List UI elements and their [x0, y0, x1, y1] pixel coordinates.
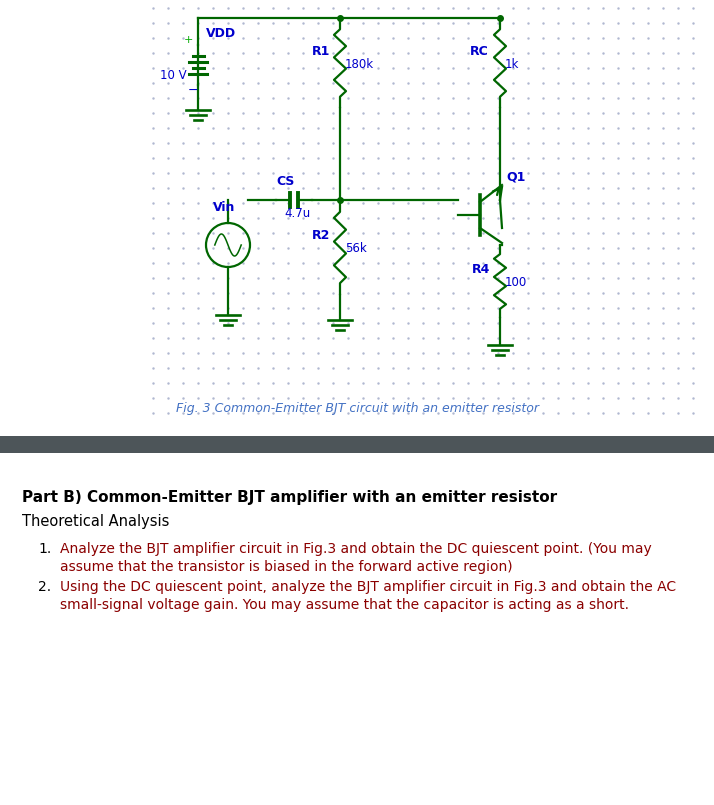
Text: CS: CS: [276, 175, 294, 188]
Text: 4.7u: 4.7u: [284, 207, 311, 220]
Text: 180k: 180k: [345, 58, 374, 71]
Text: small-signal voltage gain. You may assume that the capacitor is acting as a shor: small-signal voltage gain. You may assum…: [60, 598, 629, 612]
Text: R4: R4: [472, 263, 491, 276]
Text: Vin: Vin: [213, 201, 236, 214]
Text: 2.: 2.: [38, 580, 51, 594]
Text: 1k: 1k: [505, 58, 519, 71]
Text: 10 V: 10 V: [160, 68, 186, 81]
Text: 56k: 56k: [345, 242, 367, 255]
Text: VDD: VDD: [206, 27, 236, 39]
Text: +: +: [184, 35, 193, 45]
Text: −: −: [188, 84, 198, 97]
Text: Q1: Q1: [506, 170, 526, 183]
Text: 100: 100: [505, 276, 527, 289]
Text: Fig. 3 Common-Emitter BJT circuit with an emitter resistor: Fig. 3 Common-Emitter BJT circuit with a…: [176, 402, 538, 415]
Text: Part B) Common-Emitter BJT amplifier with an emitter resistor: Part B) Common-Emitter BJT amplifier wit…: [22, 490, 557, 505]
Text: RC: RC: [470, 45, 489, 58]
Text: Using the DC quiescent point, analyze the BJT amplifier circuit in Fig.3 and obt: Using the DC quiescent point, analyze th…: [60, 580, 676, 594]
Text: R2: R2: [312, 229, 331, 242]
Text: R1: R1: [312, 45, 331, 58]
Text: 1.: 1.: [38, 542, 51, 556]
Text: Analyze the BJT amplifier circuit in Fig.3 and obtain the DC quiescent point. (Y: Analyze the BJT amplifier circuit in Fig…: [60, 542, 652, 556]
Bar: [0, 436, 714, 453]
Text: Theoretical Analysis: Theoretical Analysis: [22, 514, 169, 529]
Text: assume that the transistor is biased in the forward active region): assume that the transistor is biased in …: [60, 560, 513, 574]
